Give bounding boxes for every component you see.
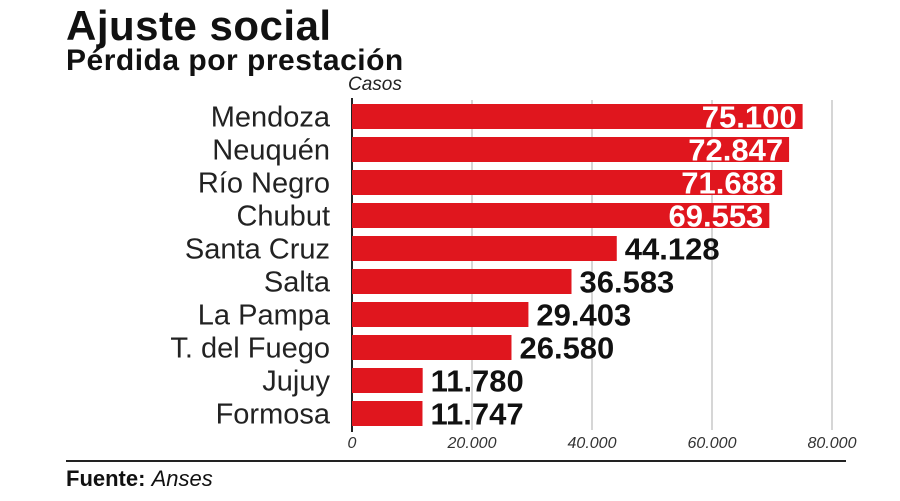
category-label-8: Jujuy <box>262 366 330 398</box>
bar-4 <box>352 236 617 261</box>
category-label-9: Formosa <box>216 399 331 431</box>
bar-2 <box>352 170 783 195</box>
bar-8 <box>352 368 423 393</box>
value-label-8: 11.780 <box>431 364 524 399</box>
x-tick-label-2: 40.000 <box>568 435 617 452</box>
x-tick-label-3: 60.000 <box>688 435 737 452</box>
category-label-4: Santa Cruz <box>185 234 330 266</box>
x-tick-label-0: 0 <box>348 435 357 452</box>
value-label-6: 29.403 <box>536 298 631 333</box>
category-label-2: Río Negro <box>198 168 330 200</box>
source-note: Fuente: Anses <box>66 466 213 492</box>
value-label-4: 44.128 <box>625 232 720 267</box>
x-tick-label-4: 80.000 <box>808 435 857 452</box>
category-label-5: Salta <box>264 267 331 299</box>
bar-9 <box>352 401 423 426</box>
x-tick-label-1: 20.000 <box>447 435 497 452</box>
bar-7 <box>352 335 512 360</box>
bar-1 <box>352 137 790 162</box>
category-label-7: T. del Fuego <box>170 333 330 365</box>
value-label-3: 69.553 <box>668 199 763 234</box>
bar-3 <box>352 203 770 228</box>
value-label-5: 36.583 <box>579 265 674 300</box>
footer-rule <box>66 460 846 462</box>
value-label-0: 75.100 <box>702 100 797 135</box>
value-label-9: 11.747 <box>430 397 523 432</box>
source-label: Fuente: <box>66 466 146 491</box>
value-label-1: 72.847 <box>688 133 783 168</box>
value-label-2: 71.688 <box>681 166 776 201</box>
bar-6 <box>352 302 529 327</box>
category-label-6: La Pampa <box>198 300 331 332</box>
category-label-0: Mendoza <box>211 102 331 134</box>
chart-subtitle: Pérdida por prestación <box>66 44 404 77</box>
category-label-3: Chubut <box>236 201 330 233</box>
source-value: Anses <box>151 466 213 491</box>
unit-label: Casos <box>348 74 402 95</box>
bar-5 <box>352 269 572 294</box>
chart-title: Ajuste social <box>66 2 332 49</box>
bar-0 <box>352 104 803 129</box>
value-label-7: 26.580 <box>519 331 614 366</box>
category-label-1: Neuquén <box>212 135 330 167</box>
